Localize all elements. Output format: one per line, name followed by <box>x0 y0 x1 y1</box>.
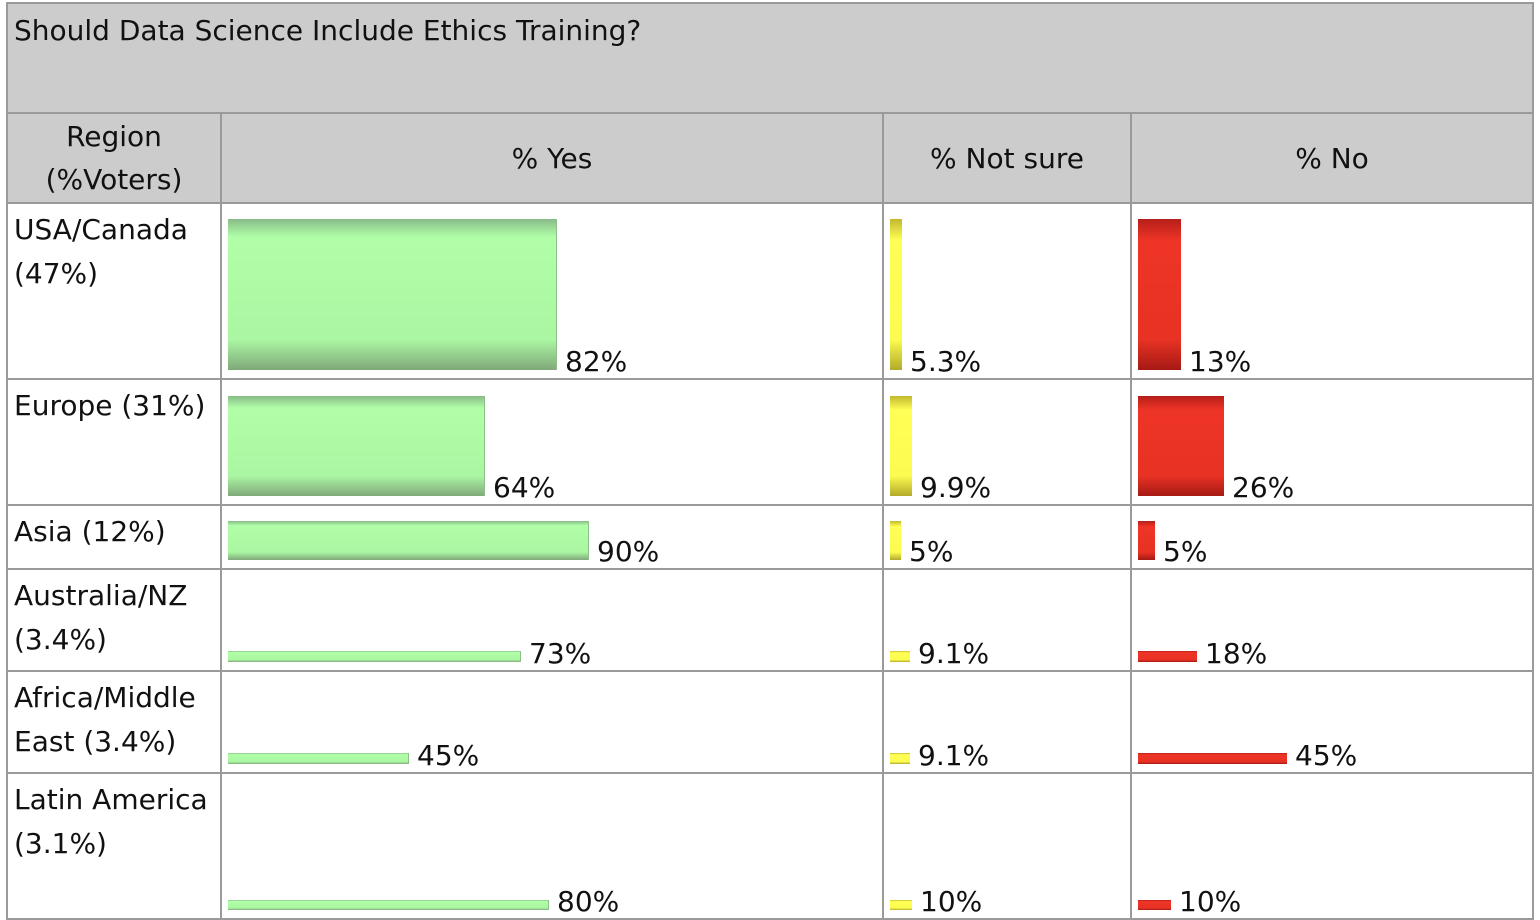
bar-notsure <box>890 396 912 496</box>
value-label-no: 26% <box>1232 471 1295 504</box>
table-row: Asia (12%) 90% 5% 5% <box>6 504 1534 570</box>
table-row: Australia/NZ (3.4%) 73% 9.1% 18% <box>6 568 1534 672</box>
value-label-yes: 73% <box>529 637 592 670</box>
cell-no: 10% <box>1130 772 1534 920</box>
cell-notsure: 10% <box>882 772 1132 920</box>
bar-notsure <box>890 651 910 662</box>
value-label-no: 10% <box>1179 885 1242 918</box>
table-row: USA/Canada (47%) 82% 5.3% 13% <box>6 202 1534 380</box>
bar-yes <box>228 651 521 662</box>
bar-notsure <box>890 900 912 910</box>
region-label: Latin America (3.1%) <box>6 772 222 920</box>
cell-yes: 45% <box>220 670 884 774</box>
bar-no <box>1138 396 1224 496</box>
value-label-no: 18% <box>1205 637 1268 670</box>
value-label-no: 13% <box>1189 345 1252 378</box>
value-label-notsure: 9.1% <box>918 637 990 670</box>
cell-yes: 80% <box>220 772 884 920</box>
header-region: Region (%Voters) <box>6 112 222 204</box>
cell-notsure: 5% <box>882 504 1132 570</box>
cell-no: 26% <box>1130 378 1534 506</box>
cell-no: 5% <box>1130 504 1534 570</box>
bar-no <box>1138 900 1171 910</box>
region-label: USA/Canada (47%) <box>6 202 222 380</box>
cell-yes: 90% <box>220 504 884 570</box>
header-no: % No <box>1130 112 1534 204</box>
bar-no <box>1138 219 1181 370</box>
region-label: Europe (31%) <box>6 378 222 506</box>
table-row: Latin America (3.1%) 80% 10% 10% <box>6 772 1534 920</box>
value-label-notsure: 5.3% <box>910 345 982 378</box>
bar-yes <box>228 900 549 910</box>
poll-results-table: Should Data Science Include Ethics Train… <box>6 2 1534 920</box>
value-label-notsure: 9.1% <box>918 739 990 772</box>
value-label-no: 45% <box>1295 739 1358 772</box>
bar-notsure <box>890 219 902 370</box>
cell-notsure: 9.1% <box>882 670 1132 774</box>
cell-yes: 73% <box>220 568 884 672</box>
cell-no: 13% <box>1130 202 1534 380</box>
region-label: Asia (12%) <box>6 504 222 570</box>
cell-notsure: 9.1% <box>882 568 1132 672</box>
poll-rows: USA/Canada (47%) 82% 5.3% 13% Europe (31%) 64… <box>6 202 1534 920</box>
value-label-notsure: 5% <box>909 535 954 568</box>
bar-notsure <box>890 521 901 560</box>
value-label-yes: 90% <box>597 535 660 568</box>
cell-yes: 82% <box>220 202 884 380</box>
region-label: Australia/NZ (3.4%) <box>6 568 222 672</box>
value-label-yes: 82% <box>565 345 628 378</box>
chart-title: Should Data Science Include Ethics Train… <box>6 2 1534 114</box>
region-label: Africa/Middle East (3.4%) <box>6 670 222 774</box>
value-label-notsure: 9.9% <box>920 471 992 504</box>
table-row: Europe (31%) 64% 9.9% 26% <box>6 378 1534 506</box>
bar-notsure <box>890 753 910 764</box>
bar-no <box>1138 521 1155 560</box>
bar-no <box>1138 753 1287 764</box>
bar-yes <box>228 753 409 764</box>
value-label-yes: 64% <box>493 471 556 504</box>
header-yes: % Yes <box>220 112 884 204</box>
cell-notsure: 5.3% <box>882 202 1132 380</box>
value-label-notsure: 10% <box>920 885 983 918</box>
value-label-yes: 80% <box>557 885 620 918</box>
header-not-sure: % Not sure <box>882 112 1132 204</box>
cell-notsure: 9.9% <box>882 378 1132 506</box>
value-label-no: 5% <box>1163 535 1208 568</box>
cell-yes: 64% <box>220 378 884 506</box>
bar-no <box>1138 651 1197 662</box>
table-row: Africa/Middle East (3.4%) 45% 9.1% 45% <box>6 670 1534 774</box>
bar-yes <box>228 219 557 370</box>
cell-no: 45% <box>1130 670 1534 774</box>
bar-yes <box>228 396 485 496</box>
bar-yes <box>228 521 589 560</box>
value-label-yes: 45% <box>417 739 480 772</box>
cell-no: 18% <box>1130 568 1534 672</box>
